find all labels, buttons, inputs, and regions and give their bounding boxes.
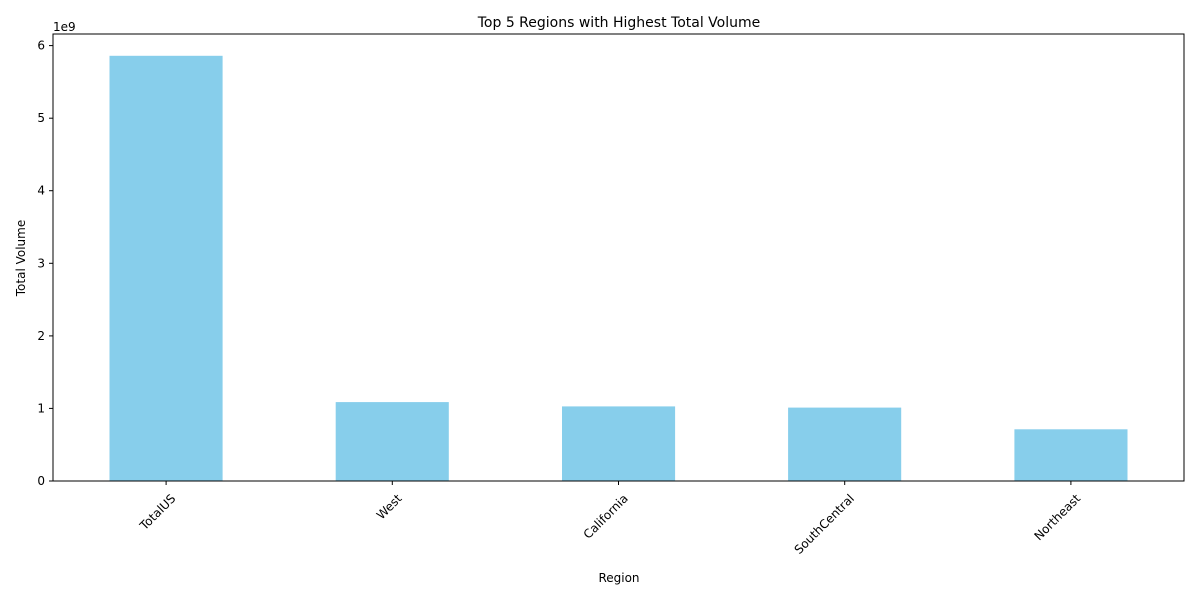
bar-totalus [109,55,223,482]
y-tick-label: 3 [37,256,45,270]
x-tick-label: California [581,491,631,541]
chart-title: Top 5 Regions with Highest Total Volume [477,15,761,31]
y-axis-ticks: 0 1 2 3 4 5 6 [37,39,53,488]
bar-northeast [1014,429,1128,481]
bars-group [109,55,1128,482]
y-tick-label: 6 [37,39,45,53]
bar-southcentral [788,407,902,481]
x-tick-label: West [374,491,405,522]
x-tick-label: Northeast [1031,491,1083,543]
y-tick-label: 4 [37,184,45,198]
bar-west [335,402,449,481]
y-tick-label: 0 [37,474,45,488]
x-axis-ticks: TotalUS West California SouthCentral Northea… [136,481,1083,557]
x-tick-label: SouthCentral [792,491,857,556]
bar-california [562,406,676,481]
x-tick-label: TotalUS [136,491,178,533]
y-tick-label: 5 [37,111,45,125]
y-axis-offset-label: 1e9 [53,20,76,34]
y-tick-label: 2 [37,329,45,343]
y-tick-label: 1 [37,401,45,415]
x-axis-label: Region [598,571,639,585]
y-axis-label: Total Volume [14,220,28,297]
plot-area-frame [52,33,1185,482]
